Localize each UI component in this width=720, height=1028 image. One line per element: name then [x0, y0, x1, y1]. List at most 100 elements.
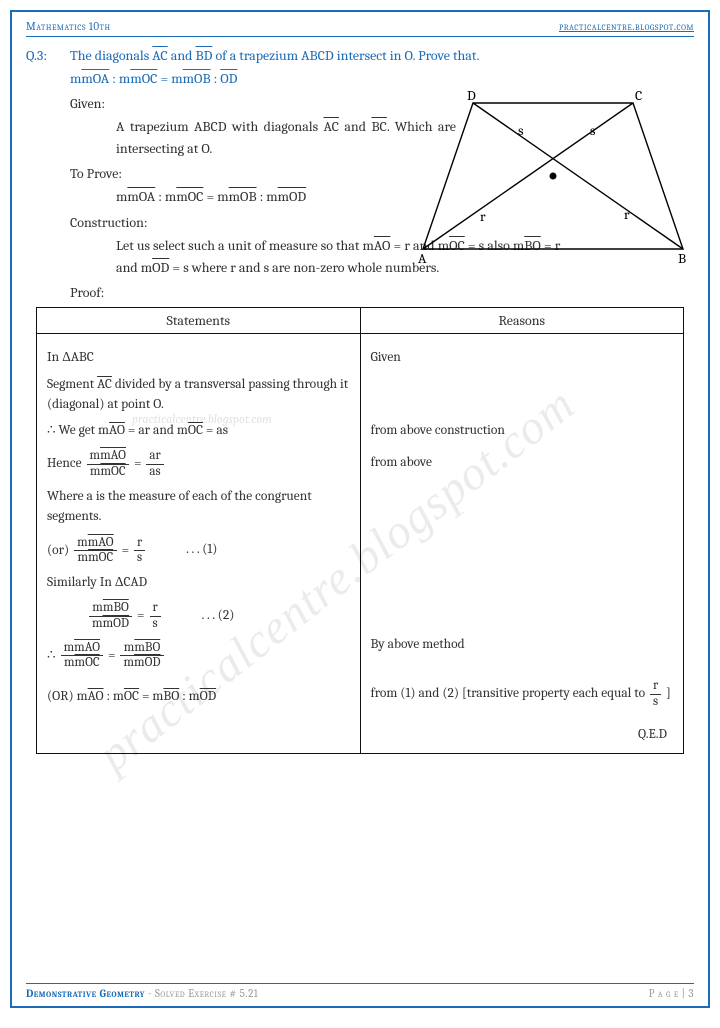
s3ao: AO — [109, 423, 125, 438]
ratio-ob: mOB — [183, 70, 211, 87]
page-footer: Demonstrative Geometry - Solved Exercise… — [26, 983, 694, 1000]
table-header: Statements Reasons — [37, 308, 683, 334]
r9b: ] — [666, 686, 671, 701]
r3: from above construction — [371, 421, 674, 441]
s2: Segment AC divided by a transversal pass… — [47, 375, 350, 416]
s9n2: mBO — [134, 640, 160, 655]
tp-od: mOD — [278, 188, 307, 205]
page-header: Mathematics 10th practicalcentre.blogspo… — [26, 20, 694, 37]
s10bo: BO — [163, 689, 179, 704]
s6dots: . . . (1) — [186, 542, 217, 557]
page-frame: Mathematics 10th practicalcentre.blogspo… — [10, 10, 710, 1008]
s4a: Hence — [47, 456, 85, 471]
diag-r1: r — [480, 208, 486, 225]
given-text: A trapezium ABCD with diagonals AC and B… — [116, 116, 456, 159]
q-text-b: and — [168, 47, 196, 64]
s8n2: r — [150, 601, 161, 616]
s2a: Segment — [47, 377, 97, 392]
con-1a: Let us select such a unit of measure so … — [116, 237, 374, 254]
q-bd: BD — [196, 47, 213, 64]
con-ao: AO — [374, 237, 391, 254]
s6d: mOC — [88, 550, 113, 565]
s9a: ∴ — [47, 648, 59, 663]
tp-ob: mOB — [229, 188, 257, 205]
q-text-a: The diagonals — [70, 47, 152, 64]
r9d: s — [650, 695, 661, 709]
question-ratio: mmOA : mmOC = mmOB : OD — [70, 70, 694, 87]
q-ac: AC — [152, 47, 167, 64]
s7: Similarly In ΔCAD — [47, 573, 350, 593]
ratio-oc: mOC — [130, 70, 157, 87]
trapezium-diagram: D C A B s s r r — [418, 89, 688, 279]
s6n2: r — [134, 536, 145, 551]
ratio-od: OD — [220, 70, 237, 87]
statements-col: In ΔABC Segment AC divided by a transver… — [37, 334, 361, 753]
s3: ∴ We get mAO = ar and mOC = as — [47, 421, 350, 441]
footer-title: Demonstrative Geometry — [26, 987, 145, 1000]
proof-table: Statements Reasons In ΔABC Segment AC di… — [36, 307, 684, 754]
footer-left: Demonstrative Geometry - Solved Exercise… — [26, 987, 258, 1000]
table-body: In ΔABC Segment AC divided by a transver… — [37, 334, 683, 753]
s8eq: = — [137, 608, 147, 623]
s10b: : m — [104, 689, 124, 704]
s6a: (or) — [47, 542, 72, 557]
s10d: : m — [179, 689, 199, 704]
s10oc: OC — [124, 689, 139, 704]
con-2a: and m — [116, 259, 152, 276]
s4d: mOC — [100, 464, 125, 479]
th-statements: Statements — [37, 308, 361, 333]
s4: Hence mmAOmmOC = aras — [47, 447, 350, 481]
ratio-oa: mOA — [81, 70, 109, 87]
given-1a: A trapezium ABCD with diagonals — [116, 118, 324, 135]
diag-C: C — [635, 89, 642, 104]
s9n: mAO — [74, 640, 100, 655]
s10od: OD — [200, 689, 217, 704]
s2ac: AC — [97, 377, 112, 392]
s8: mmBOmmOD = rs . . . (2) — [47, 599, 350, 633]
s8dots: . . . (2) — [202, 608, 235, 623]
given-ac: AC — [324, 118, 339, 135]
footer-sub: - Solved Exercise # 5.21 — [145, 987, 258, 1000]
proof-label: Proof: — [70, 284, 694, 301]
s4n2: ar — [146, 449, 163, 464]
header-left: Mathematics 10th — [26, 20, 111, 33]
s3c: = as — [203, 423, 228, 438]
s10a: (OR) m — [47, 689, 88, 704]
r8: By above method — [371, 635, 674, 655]
question-number: Q.3: — [26, 47, 60, 64]
r4: from above — [371, 453, 674, 473]
s8d: mOD — [103, 616, 129, 631]
th-reasons: Reasons — [361, 308, 684, 333]
diag-s1: s — [518, 122, 524, 139]
r5-blank — [371, 479, 674, 629]
r1: Given — [371, 348, 674, 368]
s10c: = m — [139, 689, 163, 704]
s4d2: as — [146, 465, 163, 479]
s9eq: = — [108, 648, 118, 663]
question-text: The diagonals AC and BD of a trapezium A… — [70, 47, 694, 64]
diag-r2: r — [624, 206, 630, 223]
s6: (or) mmAOmmOC = rs . . . (1) — [47, 534, 350, 568]
r9: from (1) and (2) [transitive property ea… — [371, 677, 674, 711]
s8d2: s — [150, 617, 161, 631]
r2-blank — [371, 375, 674, 415]
s9d2: mOD — [134, 655, 160, 670]
s4eq: = — [134, 456, 144, 471]
header-link[interactable]: practicalcentre.blogspot.com — [559, 20, 694, 33]
s4n: mAO — [100, 448, 126, 463]
con-od: OD — [152, 259, 169, 276]
r9n: r — [650, 679, 661, 694]
s5: Where a is the measure of each of the co… — [47, 487, 350, 528]
r9a: from (1) and (2) [transitive property ea… — [371, 686, 649, 701]
con-2b: = s where r and s are non-zero whole num… — [169, 259, 439, 276]
qed: Q.E.D — [371, 725, 674, 745]
tp-oa: mOA — [127, 188, 155, 205]
footer-page: P a g e | 3 — [649, 987, 694, 1000]
given-2a: and — [344, 118, 371, 135]
s6eq: = — [122, 542, 132, 557]
s10ao: AO — [88, 689, 104, 704]
diag-D: D — [467, 89, 476, 104]
diag-A: A — [418, 250, 427, 267]
diag-s2: s — [590, 122, 596, 139]
body-area: D C A B s s r r Given: A trapezium ABCD … — [26, 95, 694, 754]
